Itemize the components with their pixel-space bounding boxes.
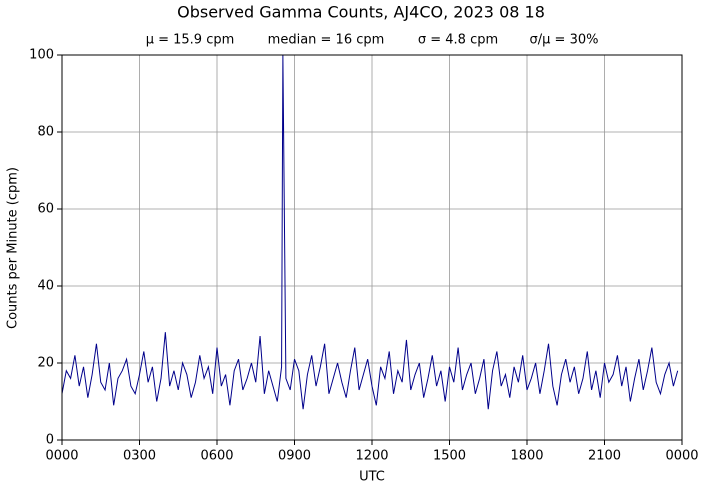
- x-tick-label: 1800: [510, 449, 543, 464]
- y-axis-label: Counts per Minute (cpm): [6, 167, 21, 329]
- x-tick-label: 0300: [123, 449, 156, 464]
- plot-frame: [61, 54, 683, 441]
- x-tick-label: 0000: [665, 449, 698, 464]
- y-tick-label: 40: [37, 279, 54, 294]
- y-tick-label: 60: [37, 202, 54, 217]
- subtitle: σ = 4.8 cpm: [418, 33, 498, 48]
- y-tick-label: 0: [46, 433, 54, 448]
- data-line: [62, 55, 679, 410]
- x-tick-label: 0000: [45, 449, 78, 464]
- x-tick-label: 0900: [278, 449, 311, 464]
- y-tick-label: 80: [37, 125, 54, 140]
- x-tick-label: 1200: [355, 449, 388, 464]
- subtitle: σ/μ = 30%: [530, 33, 599, 48]
- subtitle: median = 16 cpm: [268, 33, 385, 48]
- y-tick-label: 100: [29, 48, 54, 63]
- x-tick-label: 1500: [433, 449, 466, 464]
- x-tick-label: 0600: [200, 449, 233, 464]
- x-tick-label: 2100: [588, 449, 621, 464]
- x-axis-label: UTC: [359, 470, 385, 485]
- subtitle: μ = 15.9 cpm: [146, 33, 235, 48]
- chart-title: Observed Gamma Counts, AJ4CO, 2023 08 18: [177, 3, 545, 22]
- y-tick-label: 20: [37, 356, 54, 371]
